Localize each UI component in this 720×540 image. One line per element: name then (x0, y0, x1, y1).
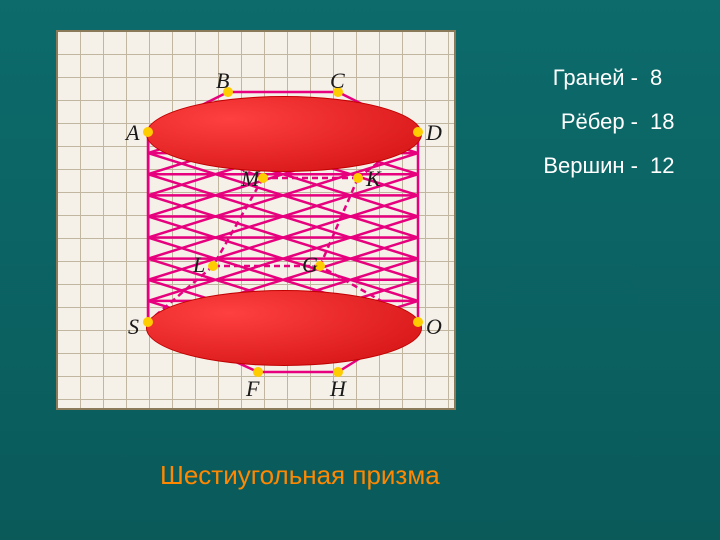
vertex-dot-k (353, 173, 363, 183)
vertices-value: 12 (650, 144, 680, 188)
edges-label: Рёбер - (538, 100, 638, 144)
faces-value: 8 (650, 56, 680, 100)
edges-row: Рёбер - 18 (538, 100, 680, 144)
vertex-dot-m (258, 173, 268, 183)
vertex-label-b: B (216, 68, 229, 94)
prism-top-cap (146, 96, 422, 172)
grid-paper: A B C D K M S F H O G L (56, 30, 456, 410)
prism-bottom-cap (146, 290, 422, 366)
caption: Шестиугольная призма (160, 460, 440, 491)
vertex-label-f: F (246, 376, 259, 402)
vertex-label-a: A (126, 120, 139, 146)
vertex-label-s: S (128, 314, 139, 340)
vertex-label-h: H (330, 376, 346, 402)
vertex-label-m: M (241, 166, 259, 192)
vertex-dot-l (208, 261, 218, 271)
vertex-dot-o (413, 317, 423, 327)
edges-value: 18 (650, 100, 680, 144)
vertex-label-g: G (302, 252, 318, 278)
vertex-dot-a (143, 127, 153, 137)
faces-label: Граней - (538, 56, 638, 100)
vertex-label-c: C (330, 68, 345, 94)
vertex-label-k: K (366, 166, 381, 192)
vertex-label-o: O (426, 314, 442, 340)
vertex-dot-s (143, 317, 153, 327)
stats-panel: Граней - 8 Рёбер - 18 Вершин - 12 (538, 56, 680, 188)
vertex-label-d: D (426, 120, 442, 146)
vertex-dot-d (413, 127, 423, 137)
vertices-label: Вершин - (538, 144, 638, 188)
faces-row: Граней - 8 (538, 56, 680, 100)
vertex-label-l: L (193, 252, 205, 278)
vertices-row: Вершин - 12 (538, 144, 680, 188)
